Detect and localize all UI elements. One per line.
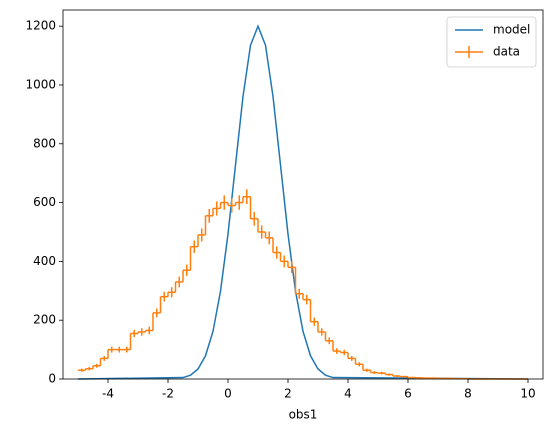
y-tick-label: 800 bbox=[33, 136, 56, 150]
x-tick-label: 6 bbox=[404, 387, 412, 401]
y-tick-label: 400 bbox=[33, 254, 56, 268]
y-tick-label: 200 bbox=[33, 313, 56, 327]
x-tick-label: 10 bbox=[520, 387, 535, 401]
x-tick-label: -4 bbox=[102, 387, 114, 401]
model-line bbox=[77, 24, 529, 380]
legend-label: data bbox=[493, 45, 520, 59]
x-tick-label: 0 bbox=[224, 387, 232, 401]
x-tick-label: 4 bbox=[344, 387, 352, 401]
x-tick-label: -2 bbox=[162, 387, 174, 401]
y-tick-label: 1000 bbox=[25, 77, 56, 91]
legend-label: model bbox=[493, 23, 530, 37]
x-axis-label: obs1 bbox=[289, 408, 318, 422]
y-tick-label: 1200 bbox=[25, 19, 56, 33]
y-tick-label: 0 bbox=[48, 372, 56, 386]
x-tick-label: 2 bbox=[284, 387, 292, 401]
y-tick-label: 600 bbox=[33, 195, 56, 209]
x-tick-label: 8 bbox=[464, 387, 472, 401]
plot-frame bbox=[62, 9, 544, 380]
